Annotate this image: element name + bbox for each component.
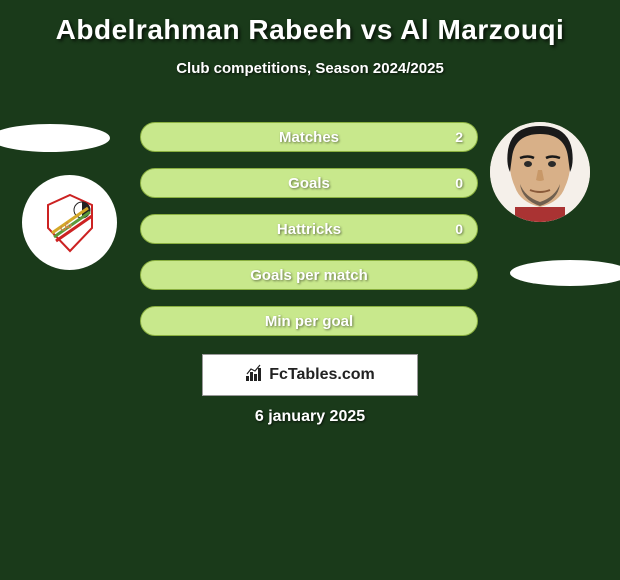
- comparison-date: 6 january 2025: [0, 408, 620, 426]
- fctables-watermark[interactable]: FcTables.com: [202, 354, 418, 396]
- right-player-avatar: [490, 122, 590, 222]
- stat-value: 0: [455, 175, 463, 191]
- svg-text:ش: ش: [60, 220, 72, 231]
- left-player-placeholder: [0, 124, 110, 152]
- stat-label: Matches: [279, 129, 339, 146]
- stat-bar-matches: Matches 2: [140, 122, 478, 152]
- comparison-title: Abdelrahman Rabeeh vs Al Marzouqi: [0, 0, 620, 46]
- stat-bar-goals-per-match: Goals per match: [140, 260, 478, 290]
- left-club-badge: ش: [22, 175, 117, 270]
- player-face-icon: [490, 122, 590, 222]
- stat-value: 0: [455, 221, 463, 237]
- stat-label: Goals: [288, 175, 330, 192]
- stat-label: Hattricks: [277, 221, 341, 238]
- stat-bars-container: Matches 2 Goals 0 Hattricks 0 Goals per …: [140, 122, 478, 352]
- stat-bar-goals: Goals 0: [140, 168, 478, 198]
- chart-icon: [245, 364, 265, 387]
- stat-label: Min per goal: [265, 313, 353, 330]
- fctables-label: FcTables.com: [269, 366, 375, 384]
- stat-bar-min-per-goal: Min per goal: [140, 306, 478, 336]
- stat-bar-hattricks: Hattricks 0: [140, 214, 478, 244]
- club-logo-icon: ش: [40, 193, 100, 253]
- comparison-subtitle: Club competitions, Season 2024/2025: [0, 60, 620, 77]
- stat-value: 2: [455, 129, 463, 145]
- right-player-placeholder: [510, 260, 620, 286]
- stat-label: Goals per match: [250, 267, 368, 284]
